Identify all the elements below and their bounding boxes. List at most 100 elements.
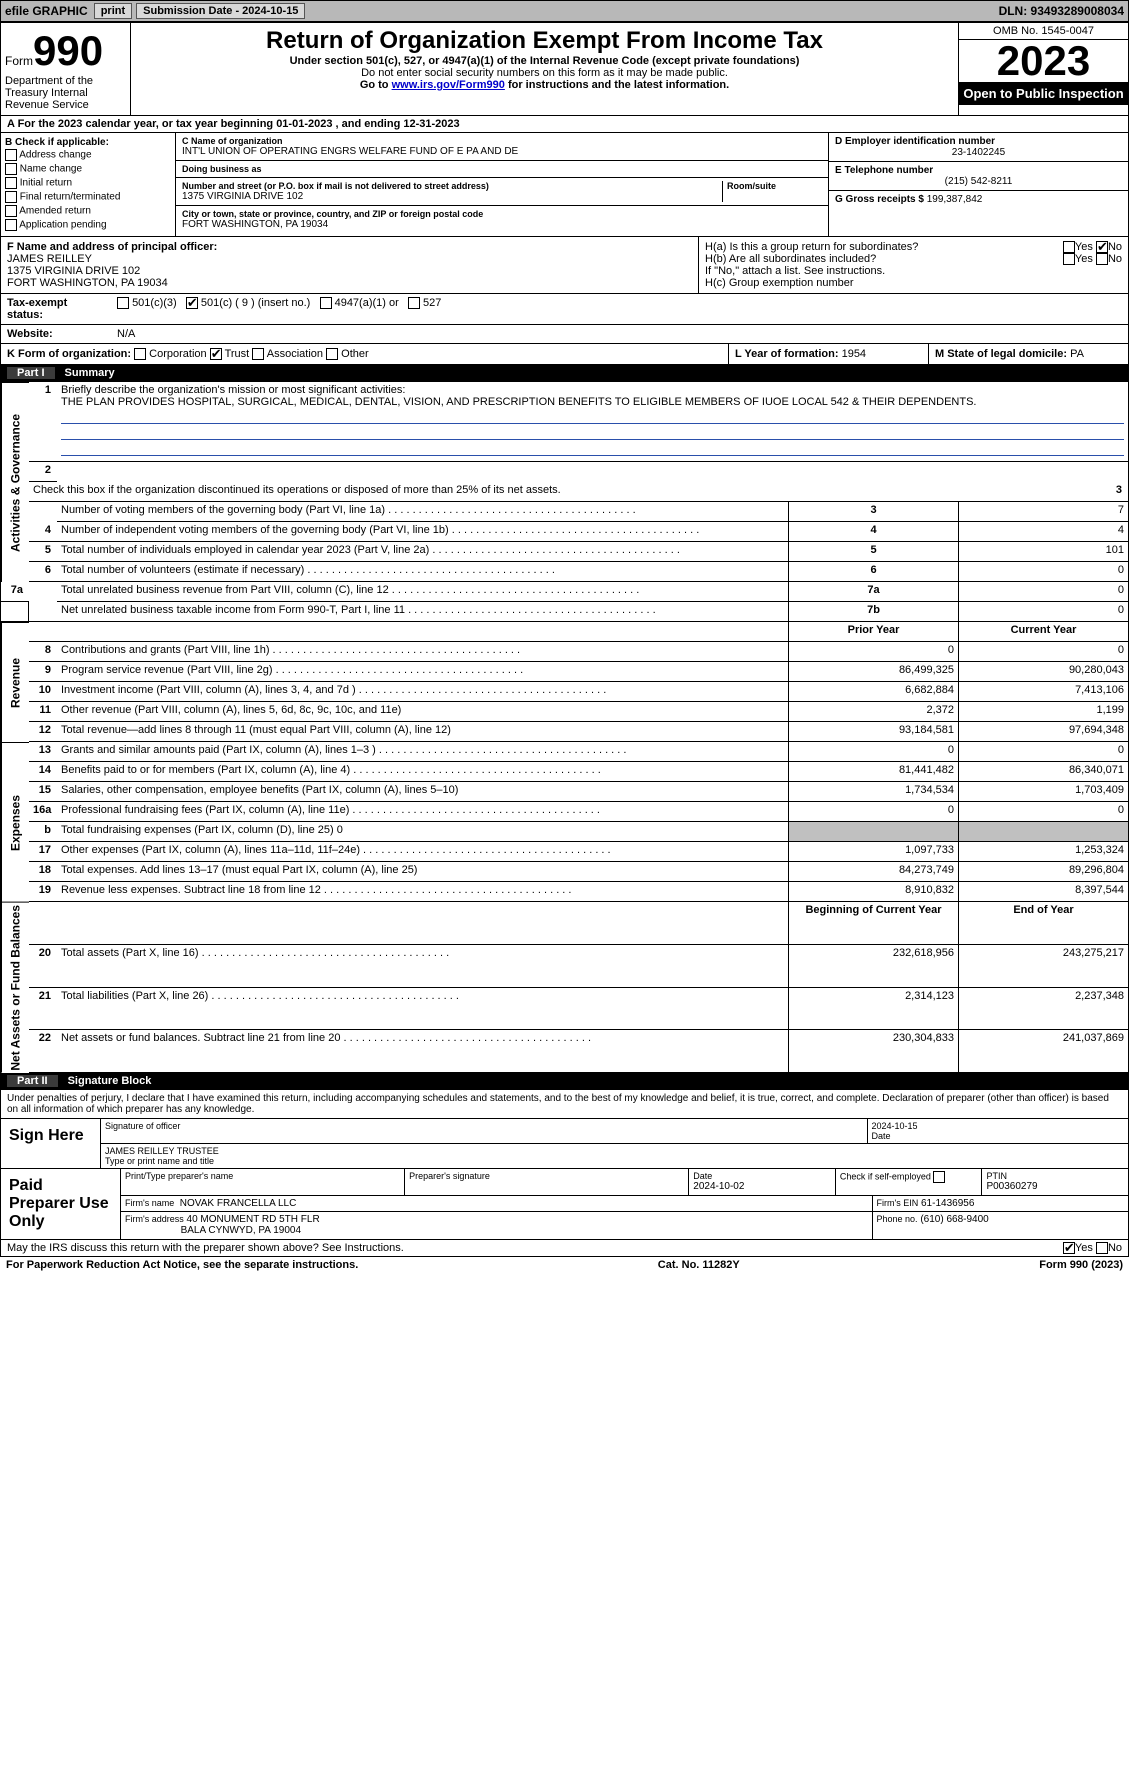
lineno-18: 18 [29,862,57,882]
p16b [788,822,958,842]
part-i-header: Part I Summary [0,365,1129,382]
org-name-label: C Name of organization [182,136,822,146]
chk-trust[interactable] [210,348,222,360]
box-4: 4 [788,522,958,542]
discuss-yes-checkbox[interactable] [1063,1242,1075,1254]
ptin-label: PTIN [986,1171,1124,1181]
chk-name-change[interactable]: Name change [5,162,171,176]
box-6: 6 [788,562,958,582]
addr-label: Number and street (or P.O. box if mail i… [182,181,722,191]
lineno-22: 22 [29,1030,57,1073]
row-j: Website: N/A [0,325,1129,344]
org-name: INT'L UNION OF OPERATING ENGRS WELFARE F… [182,146,822,157]
chk-4947[interactable] [320,297,332,309]
discuss-no-checkbox[interactable] [1096,1242,1108,1254]
chk-501c[interactable] [186,297,198,309]
lineno-11: 11 [29,702,57,722]
chk-corp[interactable] [134,348,146,360]
p9: 86,499,325 [788,662,958,682]
form-word: Form [5,54,33,68]
p12: 93,184,581 [788,722,958,742]
p8: 0 [788,642,958,662]
chk-amended-return[interactable]: Amended return [5,204,171,218]
chk-other[interactable] [326,348,338,360]
lineno-8: 8 [29,642,57,662]
m-value: PA [1070,348,1084,360]
chk-address-change[interactable]: Address change [5,148,171,162]
sign-here-label: Sign Here [1,1119,101,1169]
officer-addr1: 1375 VIRGINIA DRIVE 102 [7,265,692,277]
chk-527[interactable] [408,297,420,309]
sig-date-label: Date [872,1131,1125,1141]
submission-date-button[interactable]: Submission Date - 2024-10-15 [136,3,305,19]
lineno-17: 17 [29,842,57,862]
firm-addr-label: Firm's address [125,1214,184,1224]
pp-date-value: 2024-10-02 [693,1181,831,1192]
l14-desc: Benefits paid to or for members (Part IX… [57,762,788,782]
officer-name: JAMES REILLEY [7,253,692,265]
firm-ein-value: 61-1436956 [921,1198,974,1209]
beginning-year-header: Beginning of Current Year [788,902,958,945]
p22: 230,304,833 [788,1030,958,1073]
pp-check-label: Check if self-employed [840,1171,978,1183]
lineno-7b [29,602,57,622]
l5-desc: Total number of individuals employed in … [57,542,788,562]
irs-link[interactable]: www.irs.gov/Form990 [392,79,505,91]
form-header: Form990 Department of the Treasury Inter… [0,22,1129,116]
c16a: 0 [958,802,1128,822]
chk-501c3[interactable] [117,297,129,309]
sign-here-block: Sign Here Signature of officer 2024-10-1… [0,1119,1129,1169]
form-year-box: OMB No. 1545-0047 2023 Open to Public In… [958,23,1128,115]
val-5: 101 [958,542,1128,562]
hb-note: If "No," attach a list. See instructions… [705,265,1122,277]
l11-desc: Other revenue (Part VIII, column (A), li… [57,702,788,722]
discuss-label: May the IRS discuss this return with the… [7,1242,404,1254]
room-label: Room/suite [727,181,822,191]
efile-label: efile GRAPHIC [1,4,92,18]
ha-no-checkbox[interactable] [1096,241,1108,253]
col-c: C Name of organization INT'L UNION OF OP… [176,133,828,236]
goto-post: for instructions and the latest informat… [505,79,729,91]
c18: 89,296,804 [958,862,1128,882]
c9: 90,280,043 [958,662,1128,682]
l2-desc: Check this box if the organization disco… [29,482,958,502]
p16a: 0 [788,802,958,822]
form-footer: Form 990 (2023) [1039,1259,1123,1271]
chk-final-return[interactable]: Final return/terminated [5,190,171,204]
c21: 2,237,348 [958,988,1128,1031]
c12: 97,694,348 [958,722,1128,742]
lineno-16a: 16a [29,802,57,822]
city-value: FORT WASHINGTON, PA 19034 [182,219,822,230]
i-label: Tax-exempt status: [1,294,111,324]
l15-desc: Salaries, other compensation, employee b… [57,782,788,802]
c14: 86,340,071 [958,762,1128,782]
chk-application-pending[interactable]: Application pending [5,218,171,232]
lineno-1: 1 [29,382,57,462]
lineno-6: 6 [29,562,57,582]
pp-sig-label: Preparer's signature [409,1171,684,1181]
p15: 1,734,534 [788,782,958,802]
hb-no-checkbox[interactable] [1096,253,1108,265]
firm-phone-value: (610) 668-9400 [920,1214,988,1225]
val-7b: 0 [958,602,1128,622]
row-klm: K Form of organization: Corporation Trus… [0,344,1129,365]
l9-desc: Program service revenue (Part VIII, line… [57,662,788,682]
pp-date-label: Date [693,1171,831,1181]
sig-officer-label: Signature of officer [105,1121,863,1131]
col-b: B Check if applicable: Address change Na… [1,133,176,236]
ha-yes-checkbox[interactable] [1063,241,1075,253]
chk-assoc[interactable] [252,348,264,360]
lineno-5: 5 [29,542,57,562]
hb-yes-checkbox[interactable] [1063,253,1075,265]
form-title-box: Return of Organization Exempt From Incom… [131,23,958,115]
l-value: 1954 [842,348,866,360]
hb-label: H(b) Are all subordinates included? [705,253,876,265]
val-6: 0 [958,562,1128,582]
dba-label: Doing business as [182,164,822,174]
print-button[interactable]: print [94,3,132,19]
chk-self-employed[interactable] [933,1171,945,1183]
l-label: L Year of formation: [735,348,839,360]
officer-printed-name: JAMES REILLEY TRUSTEE [105,1146,1124,1156]
c20: 243,275,217 [958,945,1128,988]
chk-initial-return[interactable]: Initial return [5,176,171,190]
